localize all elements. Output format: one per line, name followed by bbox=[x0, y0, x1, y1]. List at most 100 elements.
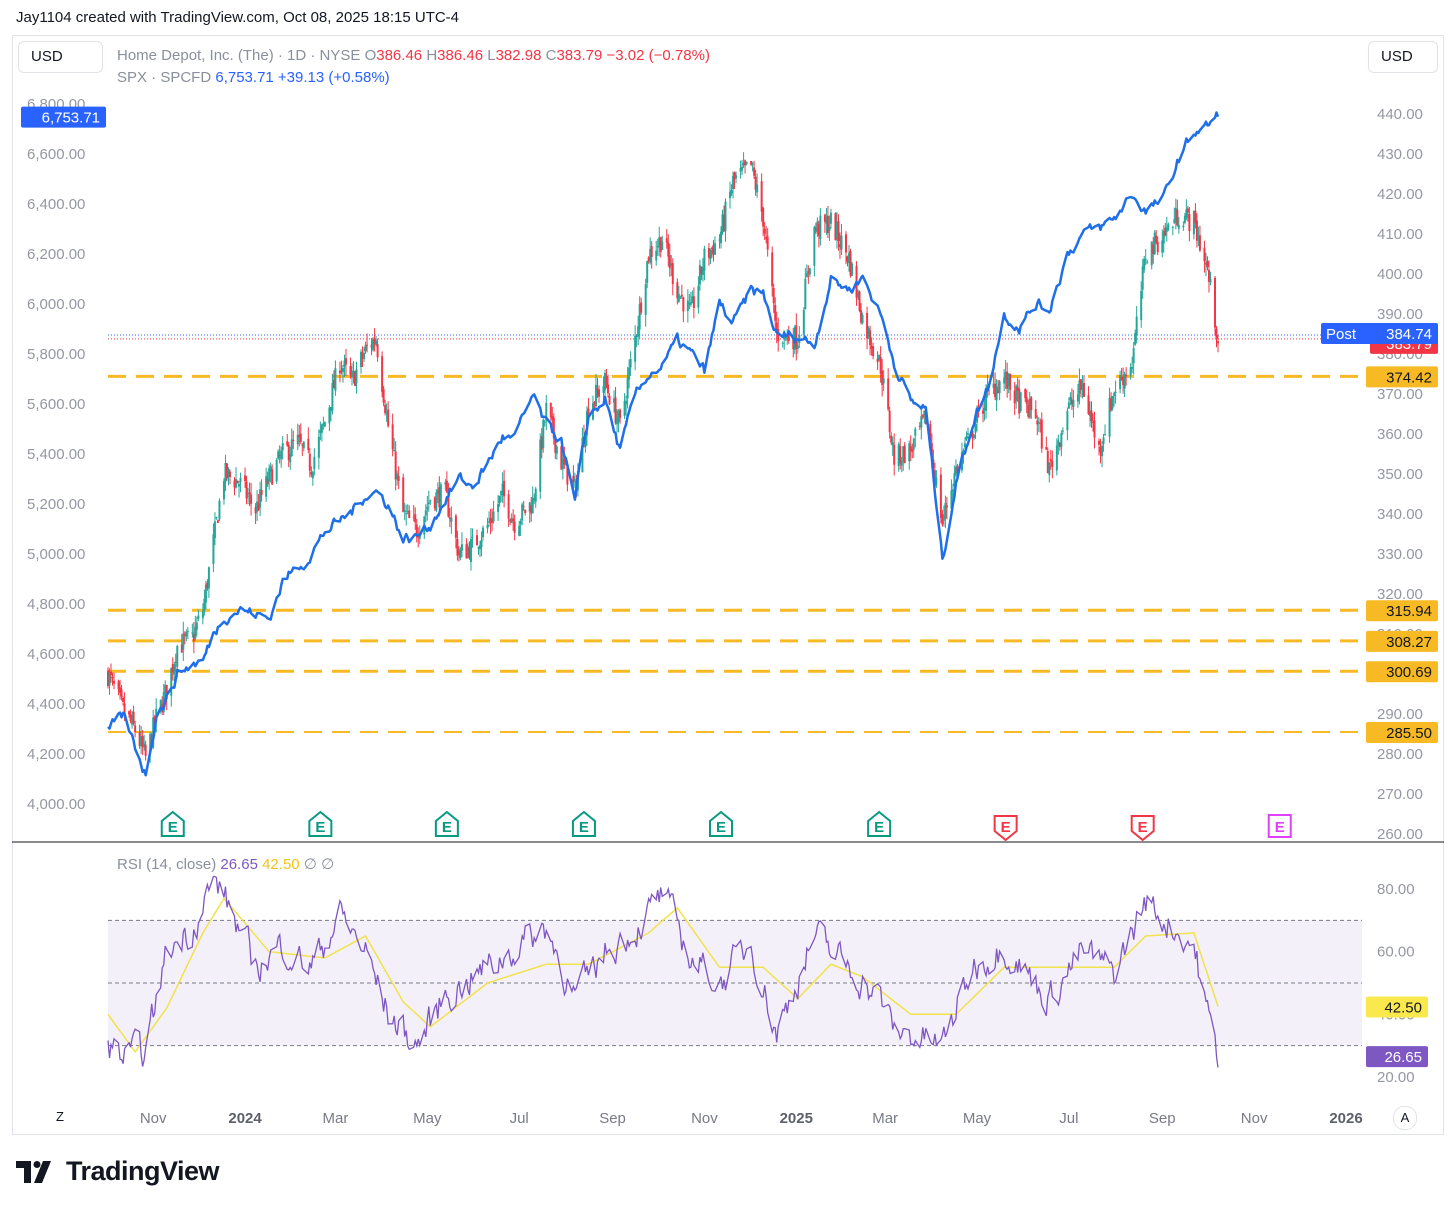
earnings-marker-shape bbox=[1267, 814, 1292, 838]
currency-right-button[interactable]: USD bbox=[1368, 41, 1438, 73]
rsi-axis-tick: 60.00 bbox=[1377, 944, 1415, 961]
candle bbox=[835, 212, 838, 249]
earnings-marker-4[interactable]: E bbox=[708, 810, 733, 837]
candle bbox=[819, 208, 822, 246]
time-tick-label: 2025 bbox=[780, 1110, 813, 1127]
candle bbox=[278, 445, 281, 464]
currency-left-button[interactable]: USD bbox=[18, 41, 103, 73]
candle bbox=[239, 472, 242, 493]
candle-body bbox=[373, 338, 376, 344]
candle bbox=[194, 615, 197, 641]
rsi-extra-2: ∅ bbox=[321, 856, 335, 873]
candle bbox=[488, 511, 491, 527]
spx-last-tag-bg bbox=[21, 106, 106, 128]
candle bbox=[507, 489, 510, 528]
candle bbox=[844, 231, 847, 265]
candle-body bbox=[108, 672, 111, 686]
candle-body bbox=[1019, 392, 1022, 411]
candle bbox=[1203, 240, 1206, 273]
right-axis-tick: 320.00 bbox=[1377, 586, 1423, 603]
candle bbox=[921, 414, 924, 420]
earnings-marker-1[interactable]: E bbox=[308, 810, 333, 837]
candle-body bbox=[503, 480, 506, 497]
compare-symbol[interactable]: SPX · SPCFD bbox=[117, 69, 212, 86]
candle bbox=[1131, 356, 1134, 374]
candle-body bbox=[206, 582, 209, 588]
candle bbox=[277, 449, 280, 460]
earnings-marker-0[interactable]: E bbox=[160, 810, 185, 837]
candle-body bbox=[950, 490, 953, 509]
candle bbox=[554, 437, 557, 460]
candle bbox=[1030, 395, 1033, 419]
candle bbox=[1153, 230, 1156, 256]
candle bbox=[781, 341, 784, 348]
candle-body bbox=[881, 370, 884, 385]
candle bbox=[718, 234, 721, 249]
candle-body bbox=[974, 423, 977, 433]
time-tick-label: Sep bbox=[599, 1110, 626, 1127]
right-axis-tick: 430.00 bbox=[1377, 146, 1423, 163]
earnings-marker-3[interactable]: E bbox=[571, 810, 596, 837]
candle bbox=[857, 289, 860, 300]
candle bbox=[900, 457, 903, 473]
candle bbox=[424, 504, 427, 523]
candle bbox=[623, 393, 626, 419]
candle-body bbox=[825, 217, 828, 224]
candle bbox=[203, 589, 206, 616]
legend-symbol[interactable]: Home Depot, Inc. (The) · 1D · NYSE bbox=[117, 47, 361, 64]
candle-body bbox=[322, 423, 325, 426]
candle-body bbox=[415, 524, 418, 538]
candle bbox=[1104, 424, 1107, 436]
earnings-marker-8[interactable]: E bbox=[1267, 814, 1292, 838]
candle bbox=[966, 427, 969, 439]
candle-body bbox=[1072, 399, 1075, 407]
candle-body bbox=[281, 443, 284, 451]
candle bbox=[1174, 198, 1177, 230]
candle bbox=[350, 363, 353, 386]
earnings-marker-6[interactable]: E bbox=[993, 815, 1018, 842]
spx-line-layer bbox=[107, 111, 1220, 777]
candle-body bbox=[1040, 419, 1043, 449]
candle-body bbox=[614, 397, 617, 424]
zoom-reset-button[interactable]: Z bbox=[56, 1109, 64, 1124]
candle bbox=[804, 268, 807, 310]
earnings-marker-letter: E bbox=[579, 819, 589, 836]
candle-body bbox=[408, 510, 411, 518]
candle-body bbox=[701, 267, 704, 275]
candle bbox=[222, 478, 225, 505]
rsi-label[interactable]: RSI (14, close) bbox=[117, 856, 217, 873]
earnings-marker-2[interactable]: E bbox=[434, 810, 459, 837]
candle-body bbox=[1101, 445, 1104, 457]
candle-body bbox=[659, 237, 662, 252]
candle-body bbox=[341, 367, 344, 373]
candle-body bbox=[644, 284, 647, 315]
earnings-marker-shape bbox=[993, 815, 1018, 842]
rsi-axis-tick: 80.00 bbox=[1377, 881, 1415, 898]
candle-body bbox=[344, 358, 347, 365]
candle bbox=[482, 525, 485, 541]
candle bbox=[1003, 369, 1006, 392]
candle-body bbox=[149, 733, 152, 753]
candle bbox=[436, 482, 439, 504]
candle bbox=[415, 519, 418, 543]
candle bbox=[670, 255, 673, 277]
legend-low-label: L bbox=[487, 47, 496, 64]
auto-scale-button[interactable]: A bbox=[1393, 1106, 1417, 1130]
candle-body bbox=[512, 518, 515, 521]
earnings-marker-5[interactable]: E bbox=[867, 810, 892, 837]
candle-body bbox=[762, 207, 765, 227]
candle-body bbox=[935, 477, 938, 486]
candle-body bbox=[1049, 458, 1052, 462]
candle bbox=[227, 467, 230, 486]
spx-last-tag-text: 6,753.71 bbox=[42, 110, 100, 127]
candle bbox=[703, 245, 706, 281]
earnings-marker-7[interactable]: E bbox=[1130, 815, 1155, 842]
candle-body bbox=[710, 247, 713, 249]
candle bbox=[944, 495, 947, 529]
candle-body bbox=[976, 409, 979, 423]
candle bbox=[129, 709, 132, 724]
candle-body bbox=[397, 475, 400, 481]
candle-body bbox=[213, 521, 216, 539]
legend-change: −3.02 (−0.78%) bbox=[606, 47, 710, 64]
